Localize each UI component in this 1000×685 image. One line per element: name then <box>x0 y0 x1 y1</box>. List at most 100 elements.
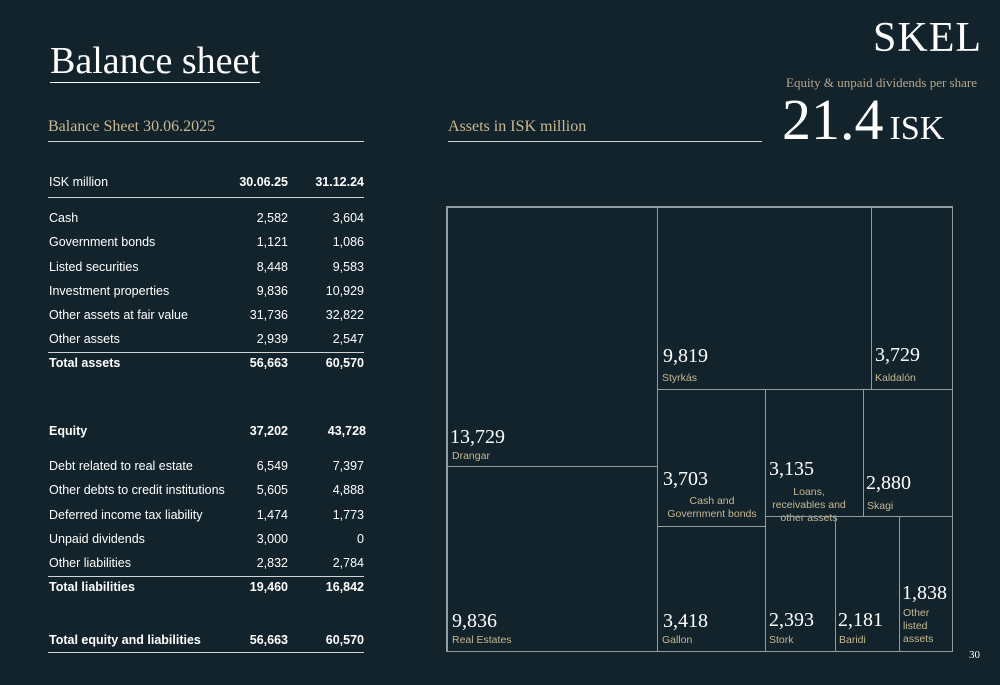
table-row: Unpaid dividends 3,000 0 <box>48 529 364 549</box>
cell-label: Styrkás <box>662 372 698 384</box>
total-liabilities-divider <box>48 576 364 577</box>
cell-value: 3,135 <box>769 458 814 480</box>
row-value-2: 7,397 <box>332 459 364 473</box>
cell-value: 3,729 <box>875 344 920 366</box>
total-equity-liabilities-row: Total equity and liabilities 56,663 60,570 <box>48 630 364 650</box>
row-value-1: 5,605 <box>256 483 288 497</box>
cell-label: Gallon <box>662 634 693 646</box>
treemap-cell-gallon: 3,418 Gallon <box>657 526 766 652</box>
row-value-1: 1,121 <box>256 235 288 249</box>
cell-value: 2,393 <box>769 609 814 631</box>
cell-label: Drangar <box>452 450 490 462</box>
row-label: Debt related to real estate <box>49 459 193 473</box>
treemap-cell-other-listed-assets: 1,838 Other listed assets <box>899 516 953 652</box>
table-row: Deferred income tax liability 1,474 1,773 <box>48 505 364 525</box>
table-row: Other liabilities 2,832 2,784 <box>48 553 364 573</box>
row-value-2: 9,583 <box>332 260 364 274</box>
treemap-cell-drangar: 13,729 Drangar <box>447 207 658 467</box>
cell-value: 3,418 <box>663 610 708 632</box>
row-value-1: 6,549 <box>256 459 288 473</box>
row-value-2: 60,570 <box>325 356 364 370</box>
treemap-cell-loans-receivables: 3,135 Loans, receivables and other asset… <box>765 389 864 524</box>
cell-label: Other listed assets <box>903 607 934 645</box>
cell-label: Cash and Government bonds <box>667 495 757 520</box>
cell-label: Skagi <box>867 500 894 512</box>
cell-value: 13,729 <box>450 426 505 448</box>
row-value-2: 2,784 <box>332 556 364 570</box>
row-value-2: 2,547 <box>332 332 364 346</box>
row-value-1: 37,202 <box>249 424 288 438</box>
header-divider <box>48 197 364 198</box>
row-value-2: 10,929 <box>325 284 364 298</box>
page-title: Balance sheet <box>50 40 260 83</box>
table-row: Other assets at fair value 31,736 32,822 <box>48 305 364 325</box>
table-row: Government bonds 1,121 1,086 <box>48 232 364 252</box>
treemap-cell-stork: 2,393 Stork <box>765 516 836 652</box>
header-col-2: 31.12.24 <box>315 175 364 189</box>
eps-label: Equity & unpaid dividends per share <box>786 75 977 90</box>
row-label: Government bonds <box>49 235 156 249</box>
total-liabilities-row: Total liabilities 19,460 16,842 <box>48 577 364 597</box>
balance-sheet-heading: Balance Sheet 30.06.2025 <box>48 118 364 142</box>
row-value-2: 4,888 <box>332 483 364 497</box>
table-row: Debt related to real estate 6,549 7,397 <box>48 456 364 476</box>
treemap-cell-kaldalon: 3,729 Kaldalón <box>871 207 953 390</box>
cell-label: Stork <box>769 634 794 646</box>
row-value-2: 1,773 <box>332 508 364 522</box>
treemap-cell-real-estates: 9,836 Real Estates <box>447 466 658 652</box>
header-col-1: 30.06.25 <box>239 175 288 189</box>
row-value-1: 19,460 <box>249 580 288 594</box>
row-label: Cash <box>49 211 79 225</box>
eps-number: 21.4 <box>782 87 884 152</box>
row-value-1: 56,663 <box>249 633 288 647</box>
eps-unit: ISK <box>889 110 945 147</box>
row-value-2: 3,604 <box>332 211 364 225</box>
table-row: Listed securities 8,448 9,583 <box>48 257 364 277</box>
row-value-1: 3,000 <box>256 532 288 546</box>
cell-label: Loans, receivables and other assets <box>772 486 846 524</box>
row-label: Total liabilities <box>49 580 135 594</box>
equity-row: Equity 37,202 43,728 <box>48 421 366 441</box>
cell-value: 1,838 <box>902 582 947 604</box>
assets-chart-heading: Assets in ISK million <box>448 118 762 142</box>
row-value-1: 2,939 <box>256 332 288 346</box>
row-value-1: 2,832 <box>256 556 288 570</box>
row-label: Other assets at fair value <box>49 308 188 322</box>
row-value-1: 9,836 <box>256 284 288 298</box>
page-number: 30 <box>969 649 980 661</box>
total-assets-divider <box>48 352 364 353</box>
row-value-1: 8,448 <box>256 260 288 274</box>
cell-value: 2,880 <box>866 472 911 494</box>
row-value-2: 32,822 <box>325 308 364 322</box>
table-header-row: ISK million 30.06.25 31.12.24 <box>48 172 364 192</box>
treemap-cell-styrkas: 9,819 Styrkás <box>657 207 872 390</box>
assets-treemap: 13,729 Drangar 9,836 Real Estates 9,819 … <box>446 206 953 652</box>
cell-label: Kaldalón <box>875 372 916 384</box>
row-value-1: 2,582 <box>256 211 288 225</box>
cell-value: 3,703 <box>663 468 708 490</box>
row-label: Total assets <box>49 356 121 370</box>
row-value-2: 0 <box>357 532 364 546</box>
row-value-2: 43,728 <box>327 424 366 438</box>
row-label: Total equity and liabilities <box>49 633 201 647</box>
header-label: ISK million <box>49 175 109 189</box>
row-label: Listed securities <box>49 260 139 274</box>
cell-label: Real Estates <box>452 634 512 646</box>
table-row: Other debts to credit institutions 5,605 4… <box>48 480 364 500</box>
row-label: Other assets <box>49 332 120 346</box>
row-label: Other debts to credit institutions <box>49 483 225 497</box>
row-value-2: 1,086 <box>332 235 364 249</box>
eps-value: 21.4 ISK <box>782 88 944 161</box>
cell-label: Baridi <box>839 634 866 646</box>
row-value-2: 60,570 <box>325 633 364 647</box>
cell-value: 9,836 <box>452 610 497 632</box>
row-value-2: 16,842 <box>325 580 364 594</box>
table-row: Investment properties 9,836 10,929 <box>48 281 364 301</box>
row-label: Equity <box>49 424 88 438</box>
table-row: Other assets 2,939 2,547 <box>48 329 364 349</box>
total-equity-liabilities-underline <box>48 652 364 653</box>
treemap-cell-cash-government-bonds: 3,703 Cash and Government bonds <box>657 389 766 527</box>
row-value-1: 56,663 <box>249 356 288 370</box>
table-row: Cash 2,582 3,604 <box>48 208 364 228</box>
treemap-cell-baridi: 2,181 Baridi <box>835 516 900 652</box>
